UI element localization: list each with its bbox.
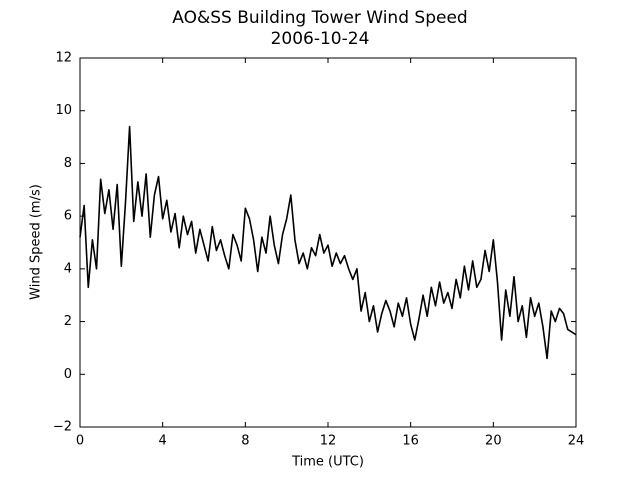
y-tick-label: 4 — [64, 261, 72, 276]
x-tick-label: 12 — [320, 434, 337, 449]
data-line — [79, 125, 577, 360]
y-tick-label: −2 — [53, 420, 72, 435]
x-tick-label: 8 — [241, 434, 249, 449]
plot-frame — [79, 57, 577, 428]
y-axis-label: Wind Speed (m/s) — [29, 184, 44, 300]
y-tick-label: 2 — [64, 314, 72, 329]
x-axis-label: Time (UTC) — [291, 455, 364, 470]
chart-title: AO&SS Building Tower Wind Speed — [172, 8, 467, 28]
x-tick-label: 24 — [568, 434, 585, 449]
y-tick-label: 12 — [55, 51, 72, 66]
x-tick-label: 16 — [402, 434, 419, 449]
y-tick-label: 8 — [64, 156, 72, 171]
chart-subtitle: 2006-10-24 — [271, 29, 370, 49]
x-tick-label: 4 — [159, 434, 167, 449]
y-tick-label: 6 — [64, 209, 72, 224]
y-tick-label: 10 — [55, 103, 72, 118]
x-tick-label: 0 — [76, 434, 84, 449]
x-tick-label: 20 — [485, 434, 502, 449]
y-tick-label: 0 — [64, 367, 72, 382]
